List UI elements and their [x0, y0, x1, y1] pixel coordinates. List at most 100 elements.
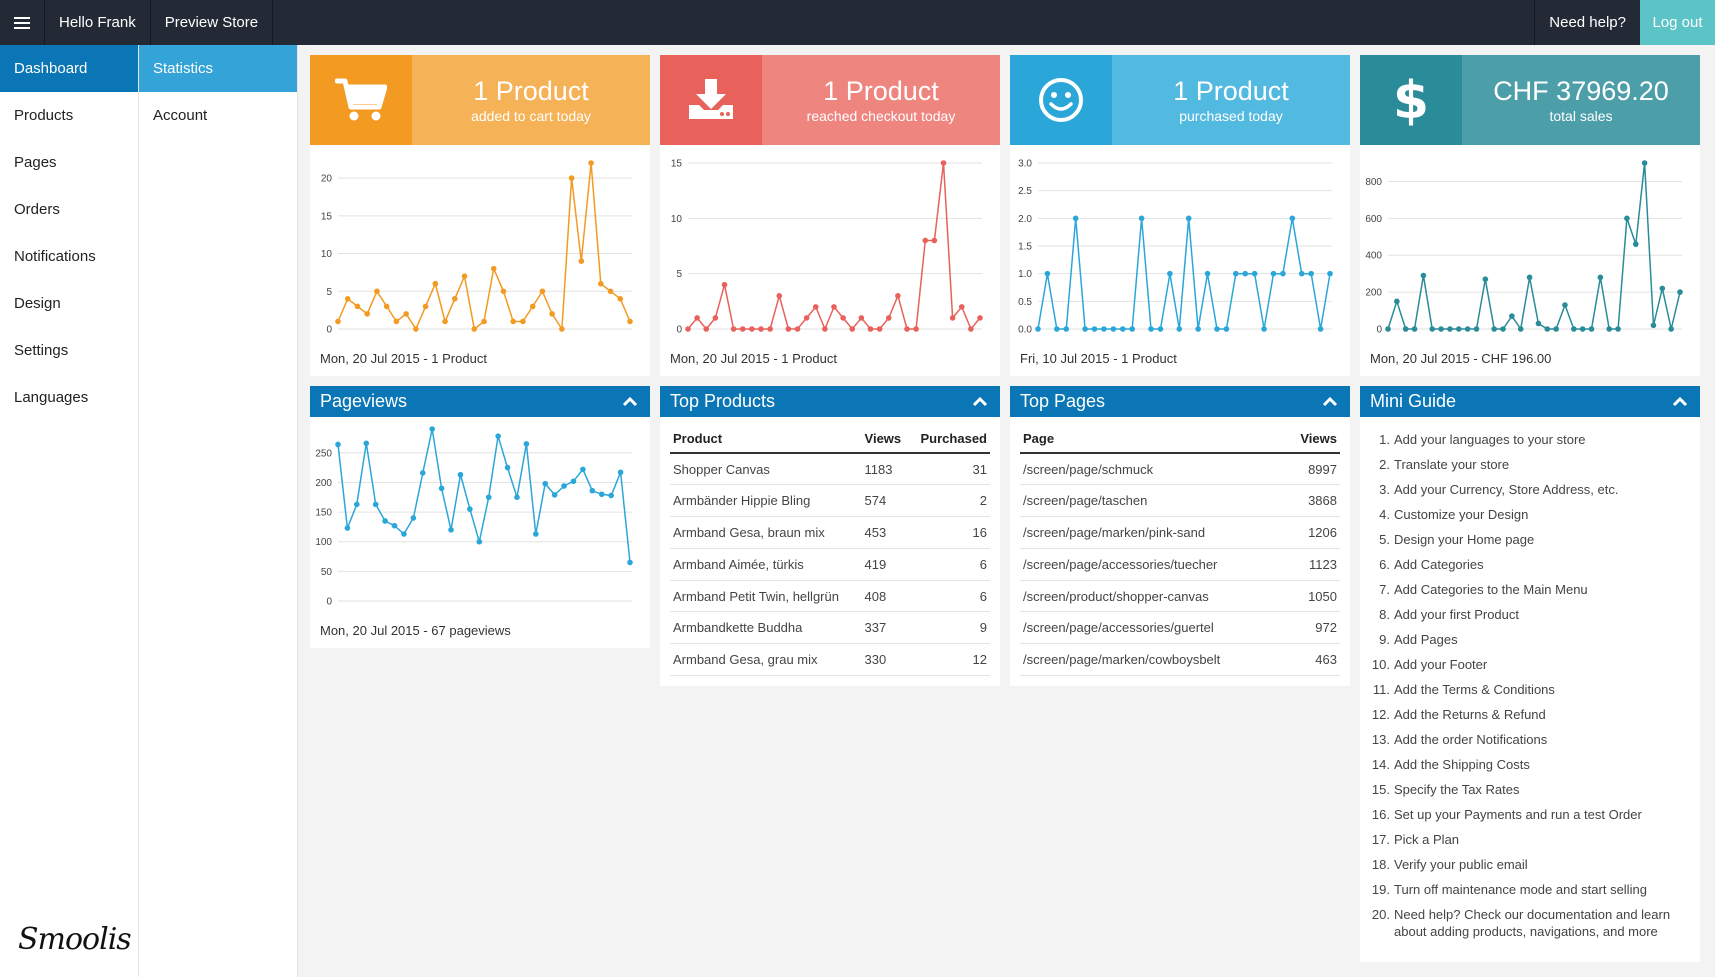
data-point[interactable] — [1544, 326, 1551, 332]
data-point[interactable] — [589, 487, 596, 494]
subnav-item-statistics[interactable]: Statistics — [139, 45, 297, 92]
menu-toggle-button[interactable] — [0, 0, 45, 45]
table-row[interactable]: /screen/page/marken/pink-sand 1206 — [1020, 516, 1340, 549]
data-point[interactable] — [1101, 326, 1107, 332]
table-row[interactable]: /screen/page/accessories/guertel 972 — [1020, 611, 1340, 645]
data-point[interactable] — [1571, 326, 1577, 332]
data-point[interactable] — [617, 469, 624, 476]
data-point[interactable] — [694, 315, 700, 321]
guide-item[interactable]: 16. Set up your Payments and run a test O… — [1370, 806, 1686, 823]
data-point[interactable] — [627, 559, 633, 566]
data-point[interactable] — [767, 326, 773, 332]
nav-item-notifications[interactable]: Notifications — [14, 248, 96, 265]
guide-item[interactable]: 13. Add the order Notifications — [1370, 731, 1686, 748]
data-point[interactable] — [1204, 270, 1211, 277]
data-point[interactable] — [1402, 326, 1409, 332]
data-point[interactable] — [1411, 326, 1418, 332]
data-point[interactable] — [438, 485, 445, 492]
data-point[interactable] — [858, 315, 865, 321]
data-point[interactable] — [1597, 274, 1604, 281]
data-point[interactable] — [1677, 289, 1683, 295]
data-point[interactable] — [931, 237, 938, 244]
table-row[interactable]: Armband Gesa, grau mix 330 12 — [670, 643, 990, 677]
data-point[interactable] — [364, 311, 370, 317]
data-point[interactable] — [739, 326, 746, 332]
data-point[interactable] — [721, 281, 728, 288]
data-point[interactable] — [539, 288, 546, 295]
data-point[interactable] — [803, 315, 810, 321]
guide-item[interactable]: 6. Add Categories — [1370, 556, 1686, 573]
guide-item[interactable]: 1. Add your languages to your store — [1370, 431, 1686, 448]
data-point[interactable] — [712, 315, 719, 321]
guide-item[interactable]: 17. Pick a Plan — [1370, 831, 1686, 848]
data-point[interactable] — [1091, 326, 1098, 332]
data-point[interactable] — [1035, 326, 1041, 332]
data-point[interactable] — [467, 506, 473, 512]
data-point[interactable] — [608, 492, 614, 499]
data-point[interactable] — [514, 494, 520, 501]
data-point[interactable] — [476, 538, 483, 545]
data-point[interactable] — [776, 293, 783, 299]
data-point[interactable] — [1280, 270, 1286, 277]
guide-item[interactable]: 10. Add your Footer — [1370, 656, 1686, 673]
nav-item-design[interactable]: Design — [14, 295, 61, 312]
data-point[interactable] — [344, 296, 351, 302]
data-point[interactable] — [1588, 326, 1595, 332]
preview-store-link[interactable]: Preview Store — [151, 0, 274, 45]
guide-item[interactable]: 19. Turn off maintenance mode and start s… — [1370, 881, 1686, 898]
data-point[interactable] — [1251, 270, 1258, 277]
data-point[interactable] — [949, 315, 956, 321]
data-point[interactable] — [1082, 326, 1088, 332]
data-point[interactable] — [1606, 326, 1613, 332]
data-point[interactable] — [1270, 270, 1277, 277]
data-point[interactable] — [1223, 326, 1230, 332]
table-row[interactable]: Armband Petit Twin, hellgrün 408 6 — [670, 580, 990, 613]
data-point[interactable] — [1167, 270, 1173, 277]
data-point[interactable] — [913, 326, 919, 332]
data-point[interactable] — [904, 326, 910, 332]
data-point[interactable] — [442, 318, 448, 325]
data-point[interactable] — [1185, 215, 1192, 222]
subnav-item-account[interactable]: Account — [153, 107, 208, 124]
guide-item[interactable]: 4. Customize your Design — [1370, 506, 1686, 523]
logout-button[interactable]: Log out — [1640, 0, 1715, 45]
data-point[interactable] — [1233, 270, 1239, 277]
data-point[interactable] — [1394, 298, 1400, 305]
data-point[interactable] — [1385, 326, 1391, 332]
guide-item[interactable]: 3. Add your Currency, Store Address, etc. — [1370, 481, 1686, 498]
data-point[interactable] — [551, 492, 558, 498]
guide-item[interactable]: 12. Add the Returns & Refund — [1370, 706, 1686, 723]
data-point[interactable] — [895, 293, 901, 299]
data-point[interactable] — [374, 288, 380, 295]
data-point[interactable] — [354, 501, 360, 508]
data-point[interactable] — [1438, 326, 1444, 332]
data-point[interactable] — [372, 501, 379, 508]
data-point[interactable] — [977, 315, 983, 321]
data-point[interactable] — [588, 160, 594, 166]
data-point[interactable] — [500, 288, 507, 295]
data-point[interactable] — [1482, 276, 1489, 282]
data-point[interactable] — [1148, 326, 1154, 332]
data-point[interactable] — [1129, 326, 1135, 332]
data-point[interactable] — [354, 303, 361, 310]
data-point[interactable] — [1535, 320, 1542, 327]
data-point[interactable] — [578, 258, 585, 264]
data-point[interactable] — [1447, 326, 1453, 332]
collapse-chevron-up-icon[interactable] — [1670, 392, 1690, 412]
data-point[interactable] — [598, 491, 605, 498]
data-point[interactable] — [1668, 326, 1674, 332]
data-point[interactable] — [542, 480, 549, 487]
data-point[interactable] — [448, 527, 454, 533]
data-point[interactable] — [1517, 326, 1524, 332]
data-point[interactable] — [730, 326, 737, 332]
data-point[interactable] — [867, 326, 874, 332]
data-point[interactable] — [1176, 326, 1183, 332]
data-point[interactable] — [922, 237, 929, 244]
data-point[interactable] — [1464, 326, 1471, 332]
data-point[interactable] — [1214, 326, 1220, 332]
data-point[interactable] — [413, 326, 419, 332]
nav-item-settings[interactable]: Settings — [14, 342, 69, 359]
table-row[interactable]: /screen/page/accessories/tuecher 1123 — [1020, 548, 1340, 581]
data-point[interactable] — [617, 296, 624, 302]
data-point[interactable] — [794, 326, 801, 332]
